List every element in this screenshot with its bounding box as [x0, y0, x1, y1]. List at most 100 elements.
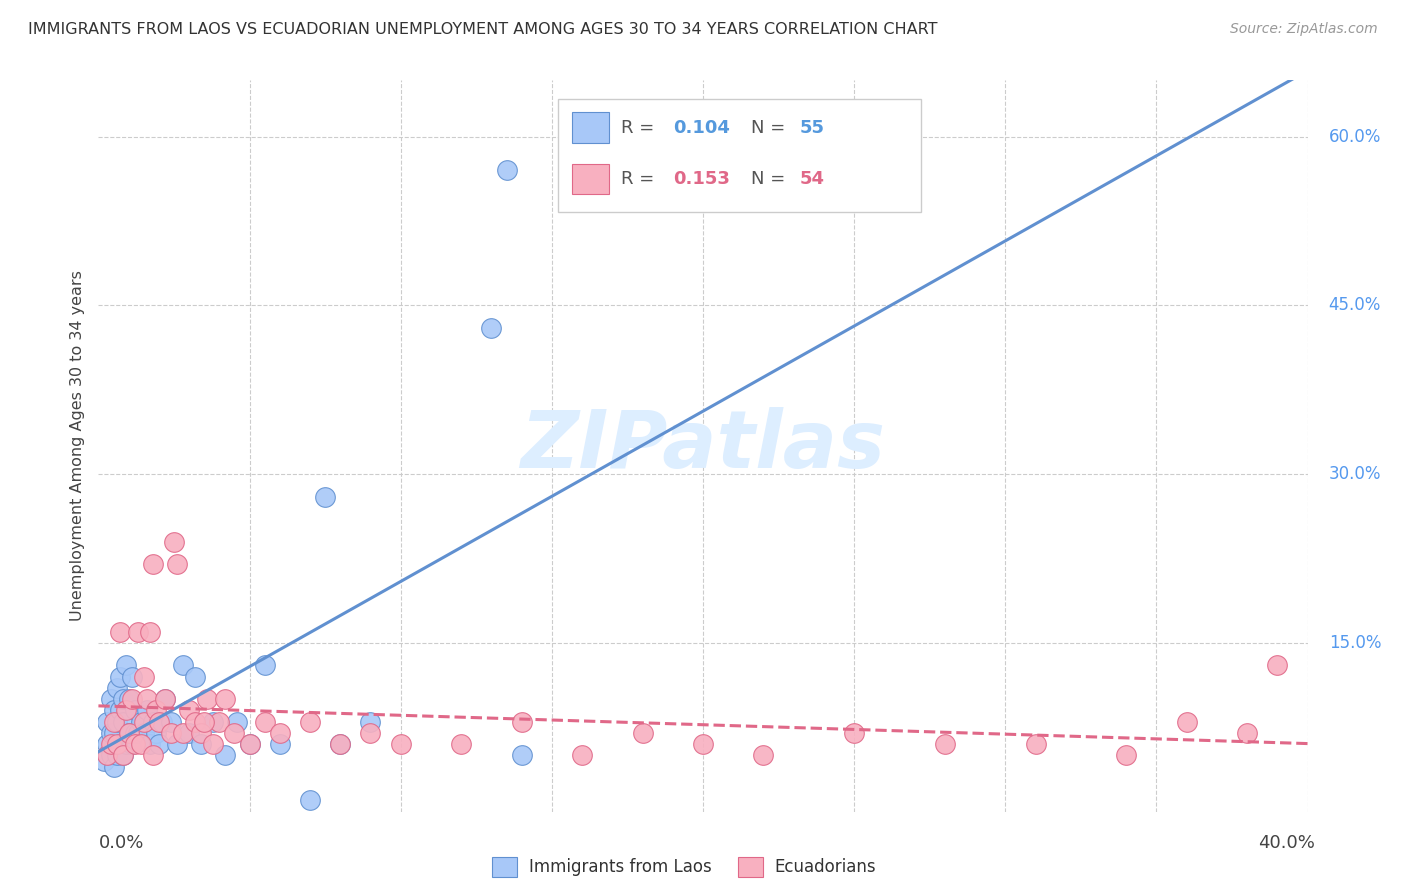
Point [214, 692, 236, 706]
Point [150, 714, 173, 729]
Point [299, 714, 322, 729]
Text: 0.104: 0.104 [672, 119, 730, 136]
Text: Immigrants from Laos: Immigrants from Laos [529, 858, 711, 876]
Point [96, 748, 118, 763]
Point [142, 748, 165, 763]
Point [103, 726, 125, 740]
Text: 0.0%: 0.0% [98, 834, 143, 852]
Point [1115, 748, 1137, 763]
Point [153, 692, 176, 706]
Point [96, 714, 118, 729]
Point [139, 624, 162, 639]
Point [195, 692, 218, 706]
Point [166, 737, 188, 751]
Point [329, 737, 352, 751]
Point [1265, 658, 1288, 673]
Point [148, 714, 170, 729]
Point [105, 714, 128, 729]
Point [495, 163, 517, 178]
Point [145, 703, 167, 717]
Point [100, 726, 122, 740]
Point [114, 703, 136, 717]
Point [100, 737, 122, 751]
Point [184, 714, 207, 729]
Text: 0.153: 0.153 [672, 170, 730, 188]
Point [239, 737, 262, 751]
Point [103, 714, 125, 729]
FancyBboxPatch shape [558, 99, 921, 212]
Text: 15.0%: 15.0% [1329, 634, 1381, 652]
Point [360, 726, 382, 740]
Point [253, 658, 276, 673]
Point [114, 737, 136, 751]
Y-axis label: Unemployment Among Ages 30 to 34 years: Unemployment Among Ages 30 to 34 years [69, 270, 84, 622]
Point [163, 534, 186, 549]
Point [118, 692, 141, 706]
Point [934, 737, 956, 751]
Point [166, 557, 188, 571]
Point [124, 703, 146, 717]
Text: 45.0%: 45.0% [1329, 296, 1381, 314]
FancyBboxPatch shape [572, 112, 609, 144]
Point [844, 726, 866, 740]
Point [1236, 726, 1258, 740]
Point [510, 748, 533, 763]
Point [124, 737, 146, 751]
Point [142, 714, 165, 729]
Point [124, 726, 146, 740]
Point [692, 737, 714, 751]
Point [114, 658, 136, 673]
Point [224, 726, 246, 740]
Point [118, 726, 141, 740]
Point [208, 714, 231, 729]
Point [450, 737, 472, 751]
Point [1024, 737, 1046, 751]
Point [111, 748, 134, 763]
Point [103, 703, 125, 717]
Point [193, 714, 215, 729]
Point [269, 737, 291, 751]
Point [108, 624, 131, 639]
Point [190, 737, 212, 751]
Point [132, 670, 155, 684]
Point [160, 714, 183, 729]
Point [172, 658, 194, 673]
Point [160, 726, 183, 740]
Point [108, 737, 131, 751]
Point [148, 737, 170, 751]
Text: 40.0%: 40.0% [1258, 834, 1315, 852]
Point [184, 670, 207, 684]
Point [127, 624, 149, 639]
Point [299, 793, 322, 807]
Point [1175, 714, 1198, 729]
Point [129, 714, 152, 729]
Point [631, 726, 654, 740]
Point [135, 692, 157, 706]
Point [121, 737, 143, 751]
Point [145, 726, 167, 740]
Point [129, 737, 152, 751]
Point [177, 726, 201, 740]
Point [214, 748, 236, 763]
Point [177, 703, 201, 717]
Point [105, 737, 128, 751]
Point [100, 692, 122, 706]
Point [111, 748, 134, 763]
Point [111, 714, 134, 729]
Point [127, 726, 149, 740]
Point [121, 692, 143, 706]
Point [96, 737, 118, 751]
Point [105, 748, 128, 763]
Text: R =: R = [621, 170, 659, 188]
Point [118, 726, 141, 740]
Point [132, 714, 155, 729]
Point [269, 726, 291, 740]
Point [135, 703, 157, 717]
Point [329, 737, 352, 751]
Point [481, 321, 503, 335]
Text: Ecuadorians: Ecuadorians [775, 858, 876, 876]
Point [100, 748, 122, 763]
Point [111, 692, 134, 706]
Point [389, 737, 412, 751]
Text: IMMIGRANTS FROM LAOS VS ECUADORIAN UNEMPLOYMENT AMONG AGES 30 TO 34 YEARS CORREL: IMMIGRANTS FROM LAOS VS ECUADORIAN UNEMP… [28, 22, 938, 37]
